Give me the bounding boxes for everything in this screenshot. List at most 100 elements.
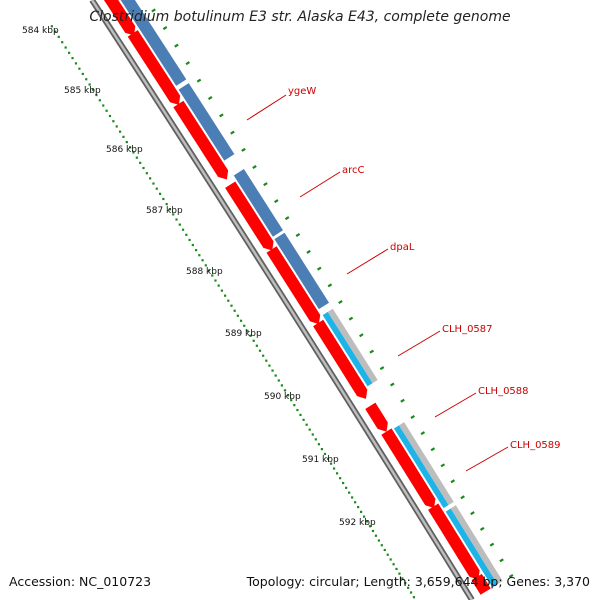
minor-tick-dot	[145, 172, 148, 175]
gene-label-arcc[interactable]: arcC	[342, 165, 365, 176]
gene-forward-3	[233, 168, 284, 237]
minor-tick-dot	[389, 558, 392, 561]
tick-label-589: 589 kbp	[225, 329, 262, 339]
minor-tick-dot	[345, 486, 348, 489]
minor-tick-dot	[122, 135, 125, 138]
accession-text: Accession: NC_010723	[9, 574, 152, 589]
outer-tick-mark	[369, 349, 374, 354]
minor-tick-dot	[115, 125, 118, 128]
minor-tick-dot	[368, 525, 372, 528]
minor-tick-dot	[178, 223, 181, 226]
gene-reverse-2	[127, 30, 181, 105]
outer-tick-mark	[410, 414, 415, 419]
minor-tick-dot	[412, 596, 416, 599]
minor-tick-track	[50, 8, 514, 599]
gene-forward-arcc	[178, 83, 235, 161]
outer-tick-mark	[230, 130, 235, 135]
minor-tick-dot	[112, 120, 115, 123]
minor-tick-dot	[236, 314, 239, 317]
outer-tick-mark	[174, 43, 179, 48]
minor-tick-dot	[220, 289, 223, 292]
minor-tick-dot	[351, 496, 354, 499]
minor-tick-dot	[243, 324, 246, 327]
gene-label-dpal[interactable]: dpaL	[390, 242, 415, 253]
gene-label-clh-0589[interactable]: CLH_0589	[510, 440, 561, 451]
outer-tick-mark	[379, 366, 385, 371]
minor-tick-dot	[258, 349, 262, 352]
tick-label-586: 586 kbp	[106, 145, 143, 155]
minor-tick-dot	[409, 591, 413, 594]
gene-label-clh-0588[interactable]: CLH_0588	[478, 386, 529, 397]
minor-tick-dot	[162, 197, 165, 201]
minor-tick-dot	[342, 481, 345, 485]
topology-text: Topology: circular; Length: 3,659,644 bp…	[246, 574, 590, 589]
minor-tick-dot	[311, 433, 314, 436]
outer-tick-mark	[359, 333, 364, 338]
minor-tick-dot	[168, 208, 172, 211]
feature-clh-0587	[327, 308, 378, 384]
minor-tick-dot	[135, 156, 138, 159]
minor-tick-dot	[105, 109, 108, 112]
minor-tick-dot	[132, 151, 135, 154]
minor-tick-dot	[142, 166, 145, 170]
minor-tick-dot	[329, 462, 333, 465]
minor-tick-dot	[194, 249, 198, 252]
gene-label-clh-0587[interactable]: CLH_0587	[442, 324, 493, 335]
outer-tick-mark	[241, 147, 246, 152]
outer-tick-mark	[263, 182, 268, 187]
minor-tick-dot	[280, 384, 284, 387]
minor-tick-dot	[354, 501, 357, 504]
outer-tick-mark	[348, 316, 354, 321]
gene-label-ygew[interactable]: ygeW	[288, 86, 316, 97]
outer-tick-mark	[508, 573, 514, 578]
minor-tick-dot	[50, 25, 53, 28]
minor-tick-dot	[214, 279, 217, 282]
minor-tick-dot	[323, 452, 327, 456]
minor-tick-dot	[233, 309, 236, 312]
minor-tick-dot	[129, 146, 132, 149]
outer-tick-mark	[420, 431, 426, 436]
minor-tick-dot	[81, 72, 84, 76]
minor-tick-dot	[268, 364, 271, 367]
outer-tick-mark	[219, 113, 224, 118]
minor-tick-dot	[78, 67, 81, 70]
gene-reverse-5	[266, 246, 321, 325]
outer-tick-mark	[196, 78, 202, 83]
feature-clh-0589	[399, 422, 454, 506]
minor-tick-dot	[371, 529, 375, 533]
minor-tick-dot	[339, 477, 342, 480]
label-leader-clh-0587	[397, 330, 441, 357]
minor-tick-dot	[118, 130, 122, 133]
minor-tick-dot	[165, 203, 168, 206]
backbone-inner	[90, 0, 474, 600]
minor-tick-dot	[335, 472, 339, 475]
minor-tick-dot	[386, 553, 389, 556]
outer-tick-mark	[338, 300, 343, 305]
outer-tick-mark	[470, 511, 475, 516]
minor-tick-dot	[68, 51, 71, 54]
outer-tick-mark	[499, 558, 504, 563]
gene-reverse-7	[365, 402, 388, 432]
outer-tick-mark	[489, 542, 495, 547]
label-leader-clh-0588	[434, 392, 477, 418]
minor-tick-dot	[217, 284, 220, 287]
tick-label-587: 587 kbp	[146, 206, 183, 216]
minor-tick-dot	[185, 233, 188, 236]
outer-tick-mark	[252, 165, 257, 170]
minor-tick-dot	[227, 299, 230, 302]
minor-tick-dot	[125, 140, 128, 144]
feature-track	[103, 0, 503, 595]
outer-tick-mark	[440, 463, 446, 468]
tick-label-584: 584 kbp	[22, 26, 59, 36]
minor-tick-dot	[230, 304, 233, 307]
minor-tick-dot	[401, 577, 404, 580]
minor-tick-dot	[314, 438, 317, 441]
minor-tick-dot	[308, 428, 311, 431]
minor-tick-dot	[149, 177, 152, 180]
minor-tick-dot	[305, 423, 308, 426]
gene-reverse-10	[471, 573, 491, 595]
minor-tick-dot	[207, 269, 211, 272]
minor-tick-dot	[139, 161, 142, 164]
minor-tick-dot	[274, 374, 277, 377]
minor-tick-dot	[246, 329, 249, 332]
